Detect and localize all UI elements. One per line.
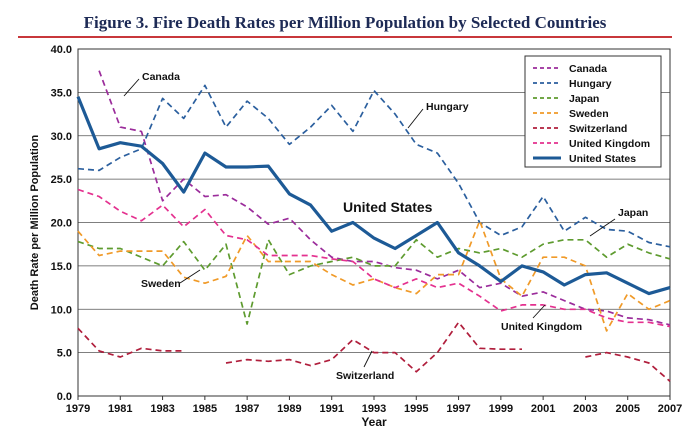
x-tick-label: 1979 [66, 403, 90, 415]
y-tick-label: 30.0 [51, 131, 72, 143]
annotation-label: United States [343, 199, 433, 215]
series-line-hungary [77, 84, 671, 248]
y-tick-label: 20.0 [51, 218, 72, 230]
y-tick-label: 25.0 [51, 174, 72, 186]
x-tick-label: 1991 [319, 403, 343, 415]
y-tick-label: 40.0 [51, 44, 72, 56]
legend-label: United States [569, 153, 636, 165]
annotation-pointer [532, 304, 546, 319]
annotation-label: Switzerland [336, 370, 394, 382]
annotation-label: Sweden [141, 278, 181, 290]
legend-label: United Kingdom [569, 138, 650, 150]
y-tick-label: 10.0 [51, 304, 72, 316]
annotation-pointer [363, 350, 373, 368]
x-tick-label: 1995 [404, 403, 428, 415]
y-tick-label: 5.0 [57, 348, 72, 360]
annotation-pointer [179, 269, 201, 284]
x-tick-label: 1983 [150, 403, 174, 415]
legend-label: Sweden [569, 108, 609, 120]
x-tick-label: 2001 [531, 403, 555, 415]
legend-label: Hungary [569, 78, 612, 90]
series-line-sweden [77, 219, 671, 332]
series-line-united-states [76, 96, 671, 296]
annotation-label: United Kingdom [501, 321, 582, 333]
title-rule [18, 36, 672, 38]
x-tick-label: 1981 [108, 403, 132, 415]
annotation-label: Canada [142, 71, 180, 83]
x-tick-label: 2003 [573, 403, 597, 415]
x-tick-label: 1993 [362, 403, 386, 415]
legend-label: Japan [569, 93, 599, 105]
series-line-switzerland [77, 321, 671, 382]
annotation-label: Japan [618, 207, 648, 219]
annotation-pointer [123, 78, 140, 97]
x-tick-label: 1999 [489, 403, 513, 415]
annotation-pointer [589, 218, 616, 237]
x-tick-label: 1997 [446, 403, 470, 415]
legend-label: Canada [569, 63, 607, 75]
annotation-pointer [407, 108, 424, 129]
y-axis-title: Death Rate per Million Population [29, 135, 41, 311]
series-line-united-kingdom [77, 188, 671, 328]
chart-title: Figure 3. Fire Death Rates per Million P… [83, 13, 607, 32]
x-axis-title: Year [361, 415, 387, 427]
y-tick-label: 35.0 [51, 87, 72, 99]
legend-label: Switzerland [569, 123, 627, 135]
y-tick-label: 0.0 [57, 391, 72, 403]
x-tick-label: 1987 [235, 403, 259, 415]
legend-box [524, 55, 662, 168]
x-tick-label: 2007 [658, 403, 682, 415]
y-tick-label: 15.0 [51, 261, 72, 273]
annotation-label: Hungary [426, 101, 469, 113]
series-line-japan [77, 238, 671, 325]
series-line-canada [98, 70, 671, 326]
x-tick-label: 1989 [277, 403, 301, 415]
x-tick-label: 2005 [615, 403, 639, 415]
x-tick-label: 1985 [193, 403, 217, 415]
